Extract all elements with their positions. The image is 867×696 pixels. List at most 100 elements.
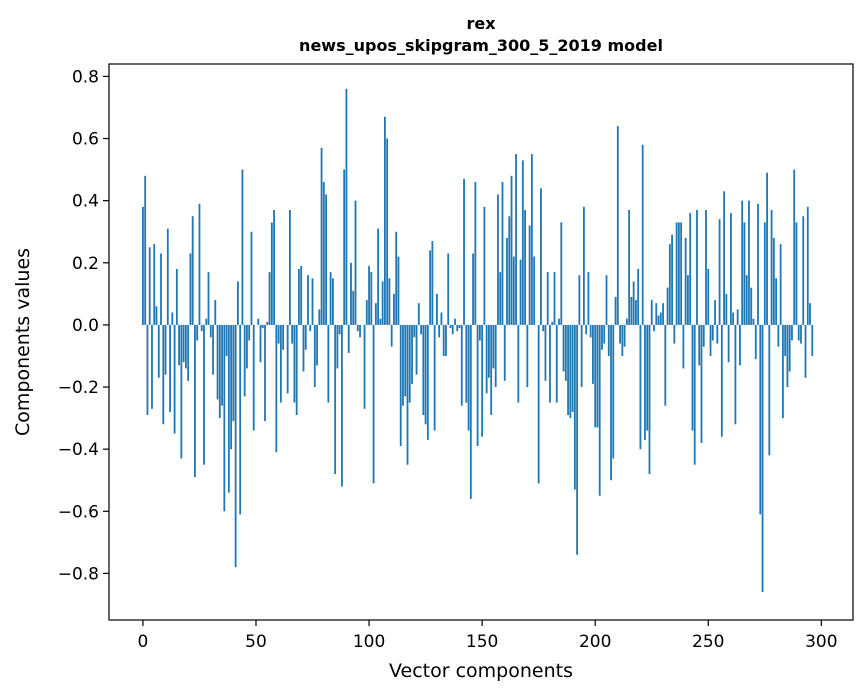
bar (797, 324, 800, 341)
bar (334, 324, 337, 475)
bar (571, 324, 574, 412)
bar (300, 265, 303, 325)
bar (497, 194, 499, 325)
bar (542, 324, 545, 332)
bar (207, 272, 210, 325)
bar (406, 324, 409, 465)
bar (368, 265, 370, 325)
bar (576, 324, 579, 555)
bar (155, 306, 158, 325)
bar (467, 324, 470, 431)
bar (723, 191, 726, 325)
bar (503, 324, 506, 381)
bar (702, 324, 705, 347)
bar (322, 182, 325, 325)
bar (526, 324, 529, 388)
bar (331, 278, 334, 325)
bar (275, 324, 278, 453)
bar (381, 281, 384, 325)
bar (243, 324, 246, 397)
bar (621, 324, 624, 356)
bar (164, 324, 167, 375)
bar (696, 209, 698, 325)
bar (567, 324, 569, 415)
bar (169, 324, 171, 412)
bar (763, 222, 766, 325)
bar (748, 200, 750, 325)
bar (365, 300, 368, 325)
bar (282, 324, 285, 350)
bar (646, 324, 649, 431)
y-axis: −0.8 −0.6 −0.4 −0.2 0.0 0.2 0.4 0.6 0.8 (58, 67, 109, 584)
bar (483, 206, 486, 325)
bar (603, 324, 606, 344)
bar (404, 324, 407, 397)
bar (777, 324, 780, 347)
bar (506, 237, 508, 325)
bar (743, 222, 746, 325)
bar (182, 324, 185, 363)
bar (659, 312, 662, 325)
bar (304, 324, 307, 350)
bar (336, 324, 339, 369)
bar (293, 324, 296, 403)
bar (456, 324, 459, 332)
bar (485, 324, 488, 394)
bar (472, 253, 474, 325)
bar (784, 324, 787, 356)
bar (648, 324, 651, 475)
bar (469, 324, 472, 499)
bar (429, 250, 432, 325)
bar (433, 324, 436, 431)
bar (148, 247, 151, 325)
bar (216, 324, 219, 400)
bar (402, 324, 404, 406)
bar (327, 324, 330, 403)
bar (528, 225, 531, 325)
bar (352, 290, 355, 325)
bar (800, 324, 802, 344)
bar (795, 222, 798, 325)
bar (318, 309, 321, 325)
bar (546, 272, 549, 325)
bar (178, 324, 181, 366)
bar (225, 324, 228, 356)
bar (390, 324, 393, 347)
bar (383, 116, 386, 325)
bar-series (142, 88, 814, 593)
bar (302, 324, 305, 372)
bar (295, 324, 298, 415)
bar (551, 321, 554, 325)
bar (555, 324, 558, 403)
bar (142, 206, 144, 325)
bar (745, 275, 748, 325)
bar (510, 175, 513, 325)
bar (716, 324, 719, 344)
bar (270, 222, 273, 325)
bar (184, 324, 187, 369)
bar (214, 300, 217, 325)
bar (684, 237, 687, 325)
bar (673, 324, 676, 344)
bar (388, 278, 391, 325)
bar (454, 318, 456, 325)
bar (741, 200, 744, 325)
bar (445, 324, 447, 356)
bar (237, 281, 239, 325)
bar (768, 324, 771, 456)
x-axis: 0 50 100 150 200 250 300 (138, 620, 838, 652)
bar (578, 275, 581, 325)
bar (707, 269, 710, 325)
bar (558, 318, 560, 325)
chart-title-line1: rex (466, 14, 496, 33)
bar (291, 324, 294, 344)
bar (191, 216, 194, 325)
bar (259, 324, 262, 363)
bar (320, 147, 323, 325)
bar (431, 241, 434, 325)
bar (802, 216, 805, 325)
bar (806, 206, 809, 325)
bar (671, 234, 673, 325)
bar (180, 324, 183, 459)
bar (460, 324, 463, 406)
